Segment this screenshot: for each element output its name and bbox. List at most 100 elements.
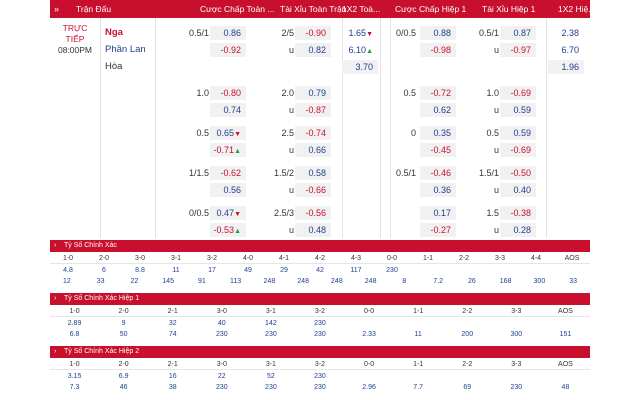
- odds-ou_a[interactable]: 0.82: [295, 43, 331, 57]
- score-odds-top[interactable]: 32: [168, 320, 177, 327]
- odds-ou_h[interactable]: -0.74: [295, 126, 331, 140]
- odds-ou1_h[interactable]: -0.38: [500, 206, 536, 220]
- odds-ou_h[interactable]: -0.90: [295, 26, 331, 40]
- odds-ou1_a[interactable]: -0.97: [500, 43, 536, 57]
- odds-ou1_a[interactable]: 0.59: [500, 103, 536, 117]
- score-odds-bottom[interactable]: 46: [119, 384, 128, 391]
- score-odds-bottom[interactable]: 12: [62, 278, 71, 285]
- score-odds-top[interactable]: 42: [316, 267, 324, 274]
- away-team[interactable]: Phần Lan: [105, 44, 146, 55]
- score-odds-bottom[interactable]: 7.2: [433, 278, 443, 285]
- score-odds-bottom[interactable]: 74: [168, 331, 177, 338]
- odds-ou_a[interactable]: -0.87: [295, 103, 331, 117]
- score-odds-bottom[interactable]: 22: [130, 278, 139, 285]
- odds-hc1_h[interactable]: 0.35: [420, 126, 456, 140]
- odds-ou_h[interactable]: 0.58: [295, 166, 331, 180]
- odds-hc1_a[interactable]: -0.27: [420, 223, 456, 237]
- odds-hc1_a[interactable]: -0.98: [420, 43, 456, 57]
- odds-ou_h[interactable]: 0.79: [295, 86, 331, 100]
- score-odds-bottom[interactable]: 11: [414, 331, 422, 338]
- odds-ou1_a[interactable]: 0.28: [500, 223, 536, 237]
- score-odds-top[interactable]: 9: [121, 320, 126, 327]
- score-odds-top[interactable]: 3.15: [67, 373, 82, 380]
- score-odds-bottom[interactable]: 50: [119, 331, 128, 338]
- score-odds-top[interactable]: 52: [267, 373, 275, 380]
- odds-hc1_h[interactable]: 0.88: [420, 26, 456, 40]
- col-1x2-ft[interactable]: 1X2 Toà...: [342, 4, 381, 14]
- score-odds-bottom[interactable]: 230: [314, 384, 326, 391]
- score-odds-bottom[interactable]: 33: [96, 278, 105, 285]
- odds-hc_a[interactable]: 0.74: [210, 103, 246, 117]
- score-odds-bottom[interactable]: 26: [467, 278, 476, 285]
- odds-hc_h[interactable]: -0.62: [210, 166, 246, 180]
- score-odds-bottom[interactable]: 6.8: [69, 331, 80, 338]
- score-odds-top[interactable]: 230: [386, 267, 398, 274]
- odds-hc_h[interactable]: 0.86: [210, 26, 246, 40]
- odds-yd[interactable]: 1.96: [548, 60, 584, 74]
- odds-ou_a[interactable]: 0.66: [295, 143, 331, 157]
- score-odds-bottom[interactable]: 48: [561, 384, 570, 391]
- score-odds-top[interactable]: 6: [102, 267, 106, 274]
- odds-hc_h[interactable]: -0.80: [210, 86, 246, 100]
- score-odds-top[interactable]: 142: [265, 320, 277, 327]
- score-odds-top[interactable]: 16: [168, 373, 177, 380]
- section-correct-score[interactable]: › Tỷ Số Chính Xác: [50, 240, 590, 252]
- score-odds-bottom[interactable]: 230: [265, 331, 277, 338]
- score-odds-bottom[interactable]: 2.96: [362, 384, 376, 391]
- score-odds-bottom[interactable]: 230: [510, 384, 523, 391]
- score-odds-bottom[interactable]: 248: [364, 278, 377, 285]
- score-odds-top[interactable]: 4.8: [63, 267, 73, 274]
- collapse-arrow-icon[interactable]: »: [54, 4, 60, 14]
- odds-hc_h[interactable]: 0.65▼: [210, 126, 246, 140]
- odds-hc_a[interactable]: -0.71▲: [210, 143, 246, 157]
- odds-hc1_a[interactable]: -0.45: [420, 143, 456, 157]
- score-odds-bottom[interactable]: 33: [569, 278, 578, 285]
- odds-hc1_h[interactable]: -0.46: [420, 166, 456, 180]
- odds-hc1_h[interactable]: 0.17: [420, 206, 456, 220]
- score-odds-bottom[interactable]: 248: [263, 278, 276, 285]
- score-odds-top[interactable]: 117: [350, 267, 362, 274]
- score-odds-bottom[interactable]: 168: [499, 278, 512, 285]
- score-odds-bottom[interactable]: 113: [230, 278, 242, 285]
- score-odds-top[interactable]: 22: [217, 373, 226, 380]
- odds-ou1_h[interactable]: 0.87: [500, 26, 536, 40]
- score-odds-bottom[interactable]: 69: [463, 384, 472, 391]
- odds-ou_a[interactable]: -0.66: [295, 183, 331, 197]
- score-odds-top[interactable]: 6.9: [118, 373, 129, 380]
- section-correct-score-h2[interactable]: › Tỷ Số Chính Xác Hiệp 2: [50, 346, 590, 358]
- score-odds-bottom[interactable]: 38: [168, 384, 177, 391]
- home-team[interactable]: Nga: [105, 27, 123, 38]
- odds-ou1_h[interactable]: -0.69: [500, 86, 536, 100]
- score-odds-top[interactable]: 8.8: [135, 267, 145, 274]
- odds-ou1_h[interactable]: -0.50: [500, 166, 536, 180]
- score-odds-top[interactable]: 49: [244, 267, 252, 274]
- col-overunder-h1[interactable]: Tài Xỉu Hiệp 1: [482, 4, 536, 14]
- section-correct-score-h1[interactable]: › Tỷ Số Chính Xác Hiệp 1: [50, 293, 590, 305]
- col-overunder-ft[interactable]: Tài Xỉu Toàn Trận: [280, 4, 347, 14]
- odds-x1[interactable]: 1.65▼: [348, 28, 373, 38]
- score-odds-top[interactable]: 2.89: [67, 320, 82, 327]
- odds-x2[interactable]: 6.10▲: [348, 45, 373, 55]
- score-odds-bottom[interactable]: 230: [215, 331, 228, 338]
- score-odds-bottom[interactable]: 230: [265, 384, 277, 391]
- score-odds-top[interactable]: 17: [208, 267, 216, 274]
- odds-xd[interactable]: 3.70: [342, 60, 378, 74]
- score-odds-bottom[interactable]: 7.3: [69, 384, 80, 391]
- score-odds-bottom[interactable]: 230: [314, 331, 326, 338]
- odds-y1[interactable]: 2.38: [561, 28, 579, 38]
- odds-hc1_h[interactable]: -0.72: [420, 86, 456, 100]
- col-handicap-h1[interactable]: Cược Chấp Hiệp 1: [395, 4, 467, 14]
- score-odds-top[interactable]: 230: [314, 373, 326, 380]
- odds-hc_a[interactable]: -0.92: [210, 43, 246, 57]
- score-odds-bottom[interactable]: 8: [402, 278, 407, 285]
- odds-hc_a[interactable]: -0.53▲: [210, 223, 246, 237]
- odds-hc_h[interactable]: 0.47▼: [210, 206, 246, 220]
- score-odds-bottom[interactable]: 91: [197, 278, 206, 285]
- score-odds-bottom[interactable]: 2.33: [362, 331, 376, 338]
- odds-ou1_a[interactable]: -0.69: [500, 143, 536, 157]
- odds-ou_h[interactable]: -0.56: [295, 206, 331, 220]
- score-odds-bottom[interactable]: 248: [331, 278, 343, 285]
- score-odds-bottom[interactable]: 7.7: [413, 384, 424, 391]
- score-odds-bottom[interactable]: 300: [510, 331, 523, 338]
- odds-y2[interactable]: 6.70: [561, 45, 579, 55]
